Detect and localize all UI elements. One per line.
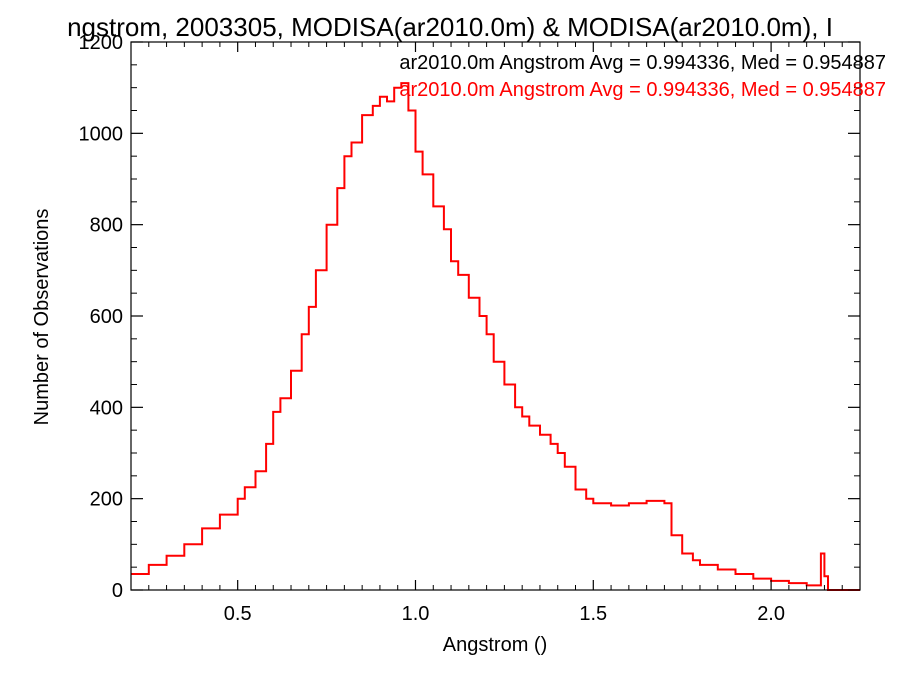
- y-tick-label: 1000: [79, 123, 124, 145]
- x-tick-label: 2.0: [757, 603, 785, 625]
- y-tick-label: 1200: [79, 32, 124, 54]
- chart-title: ngstrom, 2003305, MODISA(ar2010.0m) & MO…: [67, 12, 833, 42]
- histogram-series-0: [131, 82, 860, 591]
- y-tick-label: 200: [90, 489, 123, 511]
- plot-frame: [130, 41, 861, 591]
- axes-ticks: 0.5 1.0 1.5 2.0 0 200 400 600 800 1000 1200: [79, 32, 861, 625]
- x-tick-label: 0.5: [224, 603, 252, 625]
- x-tick-label: 1.0: [402, 603, 430, 625]
- legend-entry-black: ar2010.0m Angstrom Avg = 0.994336, Med =…: [399, 52, 886, 74]
- legend-entry-red: ar2010.0m Angstrom Avg = 0.994336, Med =…: [399, 79, 886, 101]
- plot-area: [131, 82, 860, 591]
- y-tick-label: 800: [90, 215, 123, 237]
- y-tick-label: 600: [90, 306, 123, 328]
- y-axis-label: Number of Observations: [31, 209, 53, 426]
- x-tick-label: 1.5: [579, 603, 607, 625]
- y-tick-label: 0: [112, 580, 123, 602]
- x-axis-label: Angstrom (): [443, 634, 547, 656]
- y-tick-label: 400: [90, 397, 123, 419]
